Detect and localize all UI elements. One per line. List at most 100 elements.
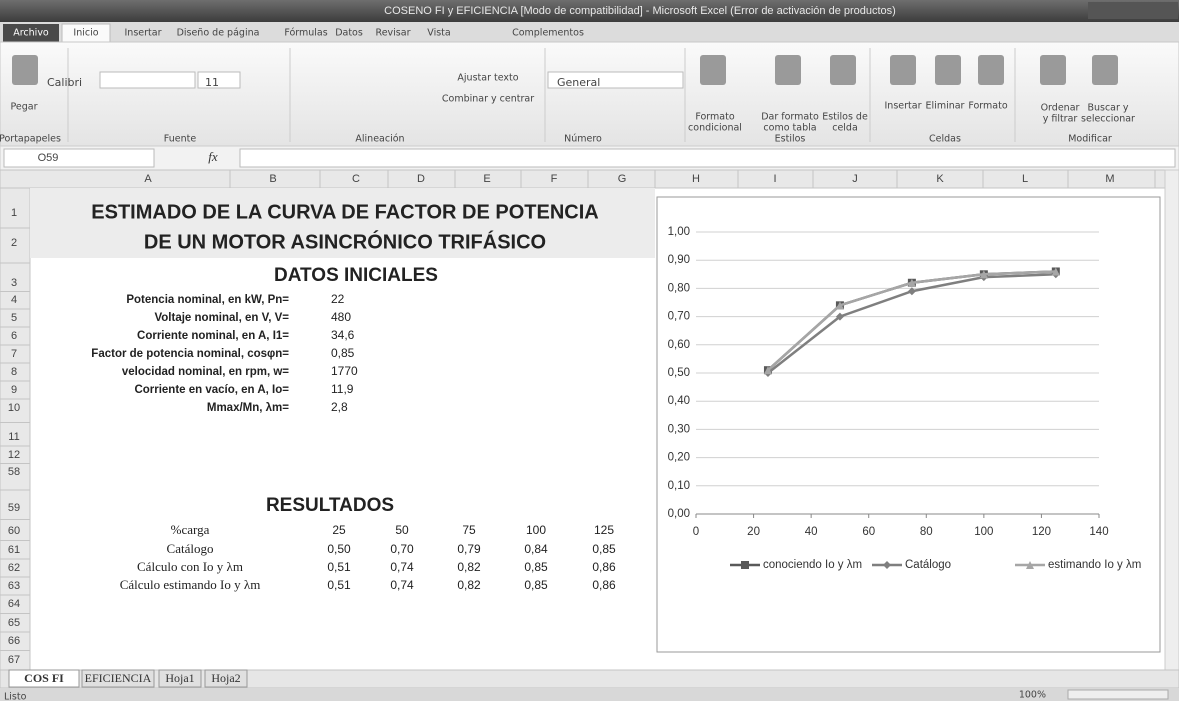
ribbon-button-label[interactable]: y filtrar <box>1043 114 1078 125</box>
row-header[interactable]: 10 <box>8 402 20 414</box>
ribbon-tab[interactable]: Inicio <box>73 28 98 39</box>
ribbon-tab[interactable]: Fórmulas <box>284 28 327 39</box>
row-header[interactable]: 59 <box>8 502 20 514</box>
ribbon-tab[interactable]: Insertar <box>125 28 162 39</box>
ribbon-button-label[interactable]: Dar formato <box>761 112 819 123</box>
parameter-value: 0,85 <box>331 346 355 360</box>
column-header[interactable]: B <box>269 173 276 185</box>
column-header[interactable]: M <box>1105 173 1114 185</box>
y-tick-label: 0,30 <box>668 423 690 435</box>
ribbon-tab[interactable]: Diseño de página <box>177 28 260 39</box>
font-name-box[interactable]: Calibri <box>47 76 82 89</box>
row-header[interactable]: 8 <box>11 366 17 378</box>
row-header[interactable]: 7 <box>11 348 17 360</box>
parameter-label: Voltaje nominal, en V, V= <box>154 312 289 324</box>
column-header[interactable]: L <box>1022 173 1028 185</box>
file-tab-bg[interactable] <box>3 24 59 42</box>
ribbon-icon[interactable] <box>775 55 801 85</box>
row-header[interactable]: 60 <box>8 525 20 537</box>
ribbon-button-label[interactable]: Ajustar texto <box>457 73 518 84</box>
ribbon-tab[interactable]: Archivo <box>13 28 49 39</box>
column-header[interactable]: J <box>852 173 858 185</box>
ribbon-icon[interactable] <box>700 55 726 85</box>
column-header[interactable]: E <box>483 173 490 185</box>
ribbon-tab[interactable]: Vista <box>427 28 450 39</box>
column-header[interactable]: F <box>551 173 558 185</box>
ribbon-button-label[interactable]: Pegar <box>11 102 38 113</box>
ribbon-button-label[interactable]: Ordenar <box>1041 103 1080 114</box>
name-box[interactable] <box>3 148 155 168</box>
resultados-title: RESULTADOS <box>266 495 394 516</box>
row-header[interactable]: 4 <box>11 294 17 306</box>
ribbon-combo[interactable] <box>197 71 241 89</box>
number-format-box[interactable]: General <box>557 76 600 89</box>
ribbon-button-label[interactable]: seleccionar <box>1081 114 1135 125</box>
ribbon-combo[interactable] <box>547 71 684 89</box>
ribbon-icon[interactable] <box>1040 55 1066 85</box>
ribbon-button-label[interactable]: Formato <box>695 112 734 123</box>
row-header[interactable]: 64 <box>8 598 20 610</box>
sheet-tab[interactable] <box>81 669 155 688</box>
sheet-tab[interactable] <box>204 669 248 688</box>
column-header[interactable]: D <box>417 173 425 185</box>
ribbon-button-label[interactable]: Eliminar <box>926 101 965 112</box>
row-header[interactable]: 58 <box>8 466 20 478</box>
row-header[interactable]: 2 <box>11 237 17 249</box>
row-header[interactable]: 11 <box>8 431 19 443</box>
parameter-value: 11,9 <box>331 382 354 396</box>
ribbon-tab[interactable]: Datos <box>335 28 363 39</box>
font-size-box[interactable]: 11 <box>205 76 219 89</box>
results-cell: 0,85 <box>524 578 548 592</box>
column-header[interactable]: K <box>936 173 944 185</box>
ribbon-combo[interactable] <box>99 71 196 89</box>
ribbon-icon[interactable] <box>1092 55 1118 85</box>
row-header[interactable]: 65 <box>8 617 20 629</box>
ribbon-icon[interactable] <box>830 55 856 85</box>
ribbon-button-label[interactable]: Buscar y <box>1087 103 1128 114</box>
ribbon-icon[interactable] <box>890 55 916 85</box>
sheet-title-2: DE UN MOTOR ASINCRÓNICO TRIFÁSICO <box>144 229 546 253</box>
column-header[interactable]: I <box>773 173 776 185</box>
column-header[interactable]: H <box>692 173 700 185</box>
sheet-tab-label[interactable]: COS FI <box>24 671 64 685</box>
vertical-scrollbar[interactable] <box>1164 169 1179 671</box>
ribbon-tab[interactable]: Revisar <box>376 28 411 39</box>
sheet-tab[interactable] <box>158 669 202 688</box>
ribbon-icon[interactable] <box>978 55 1004 85</box>
row-header[interactable]: 1 <box>11 207 17 219</box>
row-header[interactable]: 63 <box>8 580 20 592</box>
zoom-slider[interactable] <box>1067 689 1169 700</box>
row-header[interactable]: 12 <box>8 449 20 461</box>
column-header[interactable]: C <box>352 173 360 185</box>
ribbon-button-label[interactable]: condicional <box>688 123 742 134</box>
row-header[interactable]: 67 <box>8 654 20 666</box>
row-header[interactable]: 66 <box>8 635 20 647</box>
sheet-tab[interactable] <box>8 669 80 688</box>
ribbon-tab[interactable]: Complementos <box>512 28 584 39</box>
name-box-text: O59 <box>38 152 59 164</box>
ribbon-icon[interactable] <box>935 55 961 85</box>
row-header[interactable]: 3 <box>11 277 17 289</box>
window-controls[interactable] <box>1088 2 1178 19</box>
ribbon-button-label[interactable]: Estilos de <box>822 112 868 123</box>
sheet-tab-label[interactable]: Hoja1 <box>165 671 194 685</box>
ribbon-button-label[interactable]: como tabla <box>763 123 816 134</box>
chart-area[interactable] <box>656 196 1161 653</box>
row-header[interactable]: 61 <box>8 544 20 556</box>
ribbon-button-label[interactable]: Insertar <box>885 101 922 112</box>
row-header[interactable]: 6 <box>11 330 17 342</box>
row-header[interactable]: 9 <box>11 384 17 396</box>
column-header[interactable]: A <box>144 173 152 185</box>
sheet-tab-label[interactable]: Hoja2 <box>211 671 240 685</box>
fx-button[interactable]: fx <box>208 149 218 164</box>
formula-input[interactable] <box>239 148 1176 168</box>
row-header[interactable]: 5 <box>11 312 17 324</box>
column-header[interactable]: G <box>618 173 627 185</box>
series-marker <box>835 312 844 321</box>
sheet-tab-label[interactable]: EFICIENCIA <box>85 671 152 685</box>
row-header[interactable]: 62 <box>8 562 20 574</box>
ribbon-button-label[interactable]: Formato <box>968 101 1007 112</box>
ribbon-icon[interactable] <box>12 55 38 85</box>
ribbon-button-label[interactable]: celda <box>832 123 858 134</box>
ribbon-button-label[interactable]: Combinar y centrar <box>442 94 534 105</box>
